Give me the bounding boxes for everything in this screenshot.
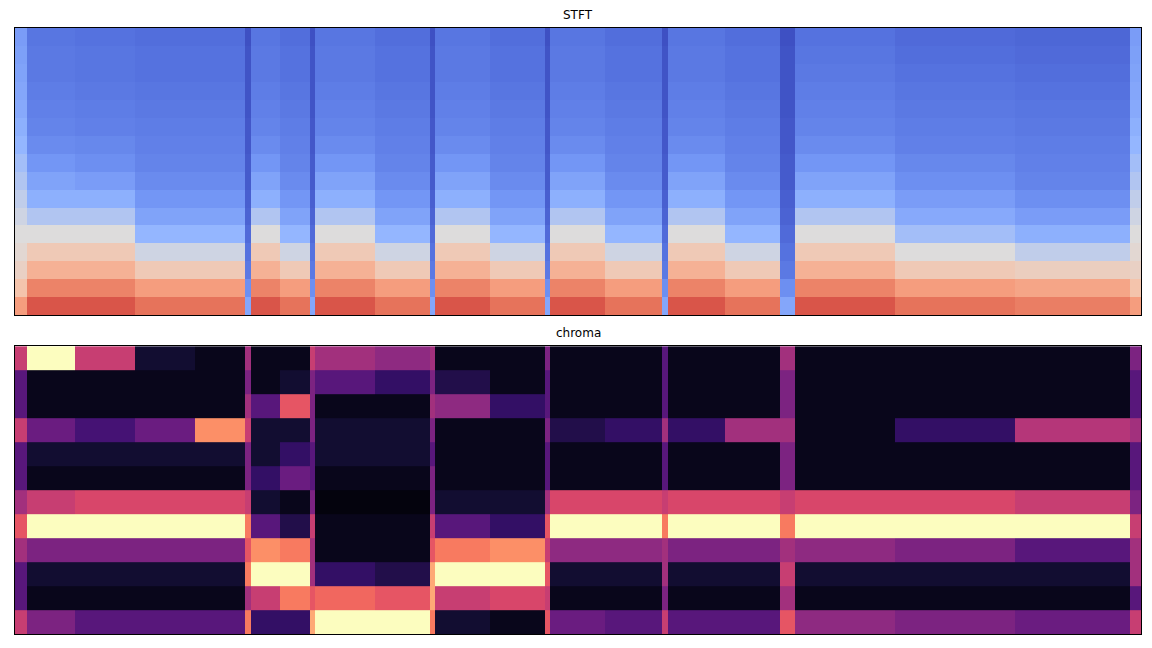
svg-text:STFT: STFT bbox=[563, 8, 593, 22]
svg-text:chroma: chroma bbox=[556, 326, 601, 340]
